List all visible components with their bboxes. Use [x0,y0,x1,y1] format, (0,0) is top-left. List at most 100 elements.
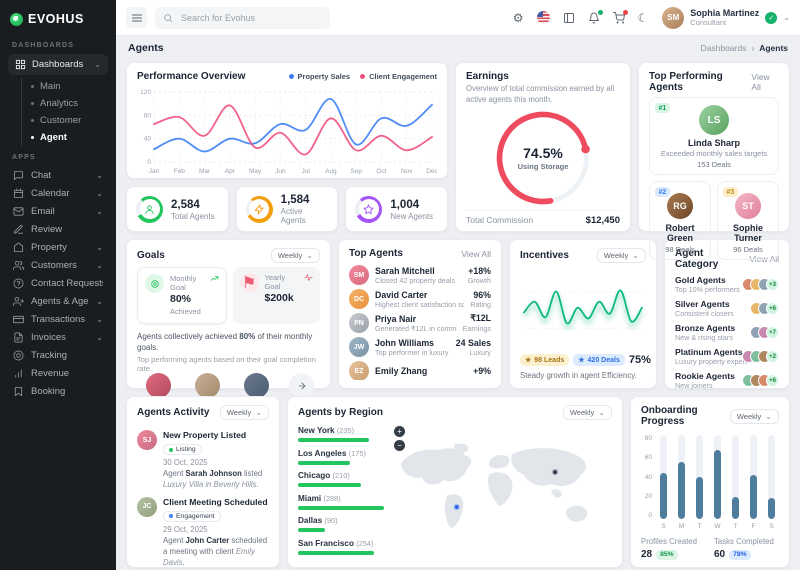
agent-mini-card[interactable]: #2 RG Robert Green 98 Deals [649,181,711,260]
category-row[interactable]: Gold Agents Top 10% performers +3 [675,275,779,294]
agent-name: Robert Green [665,223,695,243]
person-icon [139,199,160,220]
user-menu[interactable]: SM Sophia Martinez Consultant ✓ ⌄ [662,6,790,29]
total-commission-label: Total Commission [466,215,534,226]
menu-button[interactable] [126,7,147,28]
category-desc: New & rising stars [675,333,733,342]
activity-badge: Listing [163,444,202,455]
search-box[interactable] [155,6,330,29]
breadcrumb-root[interactable]: Dashboards [700,43,747,53]
top-agent-row[interactable]: DC David Carter Highest client satisfactio… [349,287,491,311]
total-commission-value: $12,450 [585,214,620,226]
earnings-title: Earnings [466,71,509,82]
top-agent-row[interactable]: SM Sarah Mitchell Closed 42 property deals… [349,263,491,287]
language-flag-icon[interactable] [536,11,550,24]
cart-icon[interactable] [612,9,628,24]
top-agents-view-all-link[interactable]: View All [461,248,491,259]
onboarding-period-select[interactable]: Weekly ⌄ [729,408,779,424]
map-zoom-out-button[interactable]: − [394,440,405,451]
avatar [146,373,172,399]
avatar-stack: +6 [742,374,779,387]
regions-period-select[interactable]: Weekly ⌄ [562,405,612,420]
sidebar-item-invoices[interactable]: Invoices ⌄ [8,328,108,346]
sidebar-item-tracking[interactable]: Tracking [8,346,108,364]
sidebar-subitem-customer[interactable]: Customer [31,112,108,129]
svg-text:Mar: Mar [199,168,211,175]
booking-icon [13,386,24,397]
avatar: SJ [137,430,157,450]
top-performing-view-all-link[interactable]: View All [751,72,770,92]
avatar-stack: +7 [750,326,779,339]
bullet-dot-icon [31,136,34,139]
svg-text:Jul: Jul [301,168,310,175]
activity-period-select[interactable]: Weekly ⌄ [219,405,269,420]
map-zoom-in-button[interactable]: + [394,426,405,437]
transactions-icon [13,314,24,325]
rank-badge: #2 [655,187,670,197]
top-bar: ⚙ ☾ SM Sophia Martinez Consultant ✓ ⌄ [116,0,800,36]
category-row[interactable]: Platinum Agents Luxury property experts +2 [675,347,779,366]
sidebar-item-email[interactable]: Email ⌄ [8,202,108,220]
agent-desc: Generated ₹12L in commissions [375,323,457,333]
chevron-down-icon: ⌄ [96,188,103,198]
dark-mode-moon-icon[interactable]: ☾ [637,10,649,25]
bar-label: S [769,523,774,530]
category-row[interactable]: Rookie Agents New joiners +6 [675,371,779,390]
agent-mini-card[interactable]: #3 ST Sophie Turner 96 Deals [717,181,779,260]
sidebar-item-contact-requests[interactable]: Contact Requests [8,274,108,292]
top-agent-row[interactable]: EZ Emily Zhang +9% [349,359,491,380]
sidebar-item-property[interactable]: Property ⌄ [8,238,108,256]
legend-dot-icon [360,74,366,79]
sidebar-subitem-analytics[interactable]: Analytics [31,95,108,112]
app-logo[interactable]: EVOHUS [8,8,108,36]
sidebar-item-customers[interactable]: Customers ⌄ [8,256,108,274]
sidebar-subitem-agent[interactable]: Agent [31,129,108,146]
sidebar-item-review[interactable]: Review [8,220,108,238]
category-row[interactable]: Bronze Agents New & rising stars +7 [675,323,779,342]
region-count: (288) [323,493,341,503]
incentives-period-select[interactable]: Weekly ⌄ [596,248,646,263]
settings-gear-icon[interactable]: ⚙ [512,10,524,25]
stat-label: New Agents [390,211,434,221]
sidebar-item-revenue[interactable]: Revenue [8,364,108,382]
user-role: Consultant [690,18,727,28]
agent-metric-label: Earnings [462,324,491,333]
map-marker-south-america[interactable] [454,505,459,509]
onboarding-bar: W [714,435,721,530]
category-desc: Consistent closers [675,309,734,318]
breadcrumb-separator: › [751,43,755,53]
logo-icon [10,12,23,26]
sidebar-item-transactions[interactable]: Transactions ⌄ [8,310,108,328]
region-row: New York (235) [298,426,384,442]
svg-text:120: 120 [140,89,151,96]
goals-period-select[interactable]: Weekly ⌄ [270,248,320,263]
activity-title: Client Meeting Scheduled [163,496,268,507]
incentive-badge: ★ 420 Deals [573,354,625,366]
monthly-goal-label: Monthly Goal [170,274,197,292]
agent-category-title: Agent Category [675,248,719,270]
stat-label: Active Agents [280,207,306,226]
arrow-right-icon [289,373,315,399]
region-name: Chicago [298,471,333,481]
monthly-goal-box: Monthly Goal 80% Achieved [137,267,227,324]
notifications-bell-icon[interactable] [588,9,603,24]
dashboard-icon [15,59,26,70]
gauge-value: 74.5% [523,144,563,161]
featured-agent-card[interactable]: #1 LS Linda Sharp Exceeded monthly sales… [649,97,779,175]
region-name: New York [298,426,337,435]
sidebar-item-calendar[interactable]: Calendar ⌄ [8,184,108,202]
search-input[interactable] [179,11,322,24]
category-row[interactable]: Silver Agents Consistent closers +6 [675,299,779,318]
sidebar-subitem-main[interactable]: Main [31,78,108,95]
map-marker-asia[interactable] [553,470,557,475]
sidebar-item-agents-agencies[interactable]: Agents & Agencies⌄ [8,292,108,310]
sidebar-item-booking[interactable]: Booking [8,382,108,400]
layout-expand-icon[interactable] [563,12,575,24]
world-map: + − [392,424,612,559]
sidebar-item-dashboards[interactable]: Dashboards ⌄ [8,54,108,75]
avatar-stack: +2 [742,350,779,363]
sidebar-item-chat[interactable]: Chat ⌄ [8,166,108,184]
svg-text:Aug: Aug [325,168,337,175]
